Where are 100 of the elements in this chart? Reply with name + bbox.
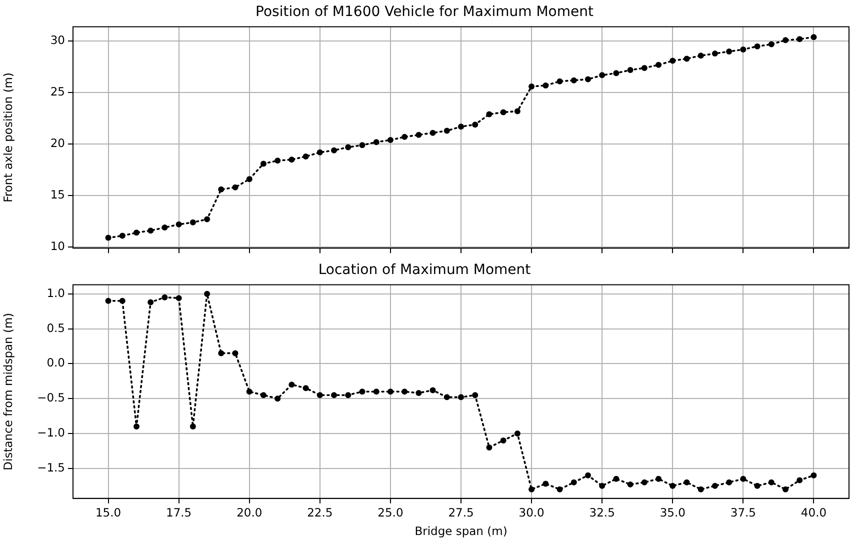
point [641,479,648,486]
point [698,486,704,492]
x-tick-label: 22.5 [307,505,333,520]
point [176,221,182,228]
point [416,132,422,138]
point [782,486,789,492]
point [119,232,126,239]
point [670,58,676,64]
point [359,142,366,148]
point [613,70,620,76]
point [387,388,394,395]
x-tick-label: 35.0 [660,505,686,520]
point [528,486,535,492]
point [246,176,252,182]
point [768,41,774,48]
y-tick-label: 1.0 [46,286,65,300]
point [670,482,676,489]
point [148,228,154,234]
point [302,153,309,160]
y-tick-label: −1.5 [37,460,65,474]
point [613,476,620,482]
point [698,52,704,59]
point [726,479,732,486]
x-tick-label: 40.0 [800,505,827,520]
point [246,388,252,395]
point [162,294,168,300]
point [570,77,577,84]
point [232,184,238,190]
point [712,482,718,489]
point [556,78,563,84]
point [316,149,323,156]
point [119,298,126,304]
point [726,48,732,55]
point [148,299,154,306]
point [810,472,817,478]
point [599,482,606,489]
y-tick-label: 15 [50,188,65,202]
y-axis-title: Distance from midspan (m) [0,312,15,470]
point [288,382,295,388]
point [627,481,634,488]
point [359,388,366,395]
point [500,437,506,444]
point [387,137,394,144]
y-axis-title: Front axle position (m) [0,72,15,202]
point [373,388,380,395]
point [444,394,450,400]
y-tick-label: −0.5 [37,390,65,405]
chart-title: Location of Maximum Moment [318,262,532,278]
point [542,480,549,487]
point [345,144,352,150]
x-tick-label: 37.5 [730,505,756,520]
point [232,350,238,356]
point [810,34,817,40]
point [416,390,422,396]
x-tick-label: 17.5 [166,505,192,520]
point [684,479,690,486]
point [260,392,266,398]
point [105,234,112,241]
y-tick-label: 20 [50,136,65,150]
point [190,219,196,226]
y-tick-label: 25 [50,84,65,99]
point [796,477,803,484]
x-tick-label: 25.0 [378,505,404,520]
x-axis-title: Bridge span (m) [414,524,508,538]
point [768,479,774,486]
point [373,139,380,146]
point [218,186,224,192]
point [316,392,323,398]
chart-title: Position of M1600 Vehicle for Maximum Moment [256,4,594,20]
point [288,156,295,163]
x-tick-label: 30.0 [518,505,544,520]
point [782,37,789,44]
point [345,392,352,398]
point [218,350,224,356]
point [472,392,478,398]
point [754,43,760,50]
point [190,424,196,430]
point [599,72,606,78]
point [162,224,168,231]
point [402,134,408,140]
point [684,56,690,62]
point [133,230,140,236]
point [641,64,648,71]
point [796,36,803,42]
point [570,479,577,486]
point [105,298,112,304]
point [472,122,478,128]
point [430,130,436,136]
point [430,387,436,394]
point [458,394,464,400]
point [331,147,338,154]
point [754,482,760,489]
point [627,67,634,74]
x-tick-label: 20.0 [236,505,262,520]
point [260,160,266,167]
point [486,444,492,450]
point [584,76,591,82]
point [528,84,535,90]
point [656,62,662,68]
point [514,430,520,436]
